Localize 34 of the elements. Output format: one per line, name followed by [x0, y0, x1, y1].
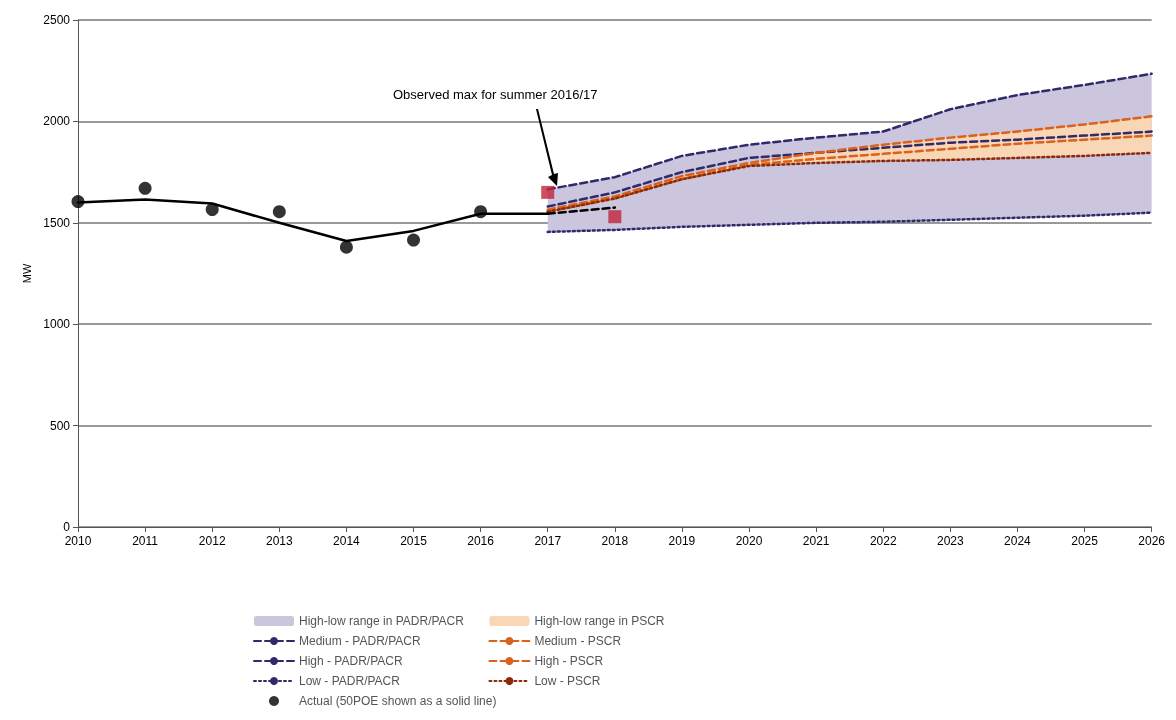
- x-tick-label: 2026: [1138, 534, 1166, 548]
- legend-label: Low - PSCR: [534, 674, 601, 688]
- x-tick-label: 2014: [333, 534, 361, 548]
- x-tick-label: 2023: [936, 534, 965, 548]
- x-tick-label: 2013: [265, 534, 293, 548]
- x-tick-label: 2017: [534, 534, 562, 548]
- x-tick-label: 2021: [802, 534, 830, 548]
- y-tick-label: 500: [49, 418, 71, 433]
- x-tick-label: 2015: [400, 534, 428, 548]
- y-tick-label: 1500: [43, 215, 71, 230]
- annotation: Observed max for summer 2016/17: [393, 87, 598, 102]
- x-tick-label: 2010: [64, 534, 92, 548]
- y-tick-label: 0: [63, 520, 71, 534]
- x-tick-label: 2016: [467, 534, 495, 548]
- legend-label: High-low range in PADR/PACR: [299, 614, 465, 628]
- x-tick-label: 2022: [869, 534, 897, 548]
- x-tick-label: 2025: [1071, 534, 1099, 548]
- x-tick-label: 2011: [132, 534, 159, 548]
- y-tick-label: 2000: [43, 114, 71, 129]
- legend-label: Medium - PADR/PACR: [299, 634, 421, 648]
- legend-label: Low - PADR/PACR: [299, 674, 401, 688]
- x-tick-label: 2020: [735, 534, 763, 548]
- x-tick-label: 2012: [198, 534, 226, 548]
- x-tick-label: 2019: [668, 534, 696, 548]
- y-tick-label: 1000: [43, 317, 71, 332]
- legend-label: Medium - PSCR: [534, 634, 622, 648]
- legend-label: High - PADR/PACR: [299, 654, 403, 668]
- y-axis-title: MW: [20, 263, 33, 284]
- x-tick-label: 2018: [601, 534, 629, 548]
- legend-label: High - PSCR: [534, 654, 604, 668]
- legend-label: Actual (50POE shown as a solid line): [299, 694, 497, 708]
- y-tick-label: 2500: [43, 13, 71, 27]
- x-tick-label: 2024: [1004, 534, 1032, 548]
- legend-label: High-low range in PSCR: [534, 614, 665, 628]
